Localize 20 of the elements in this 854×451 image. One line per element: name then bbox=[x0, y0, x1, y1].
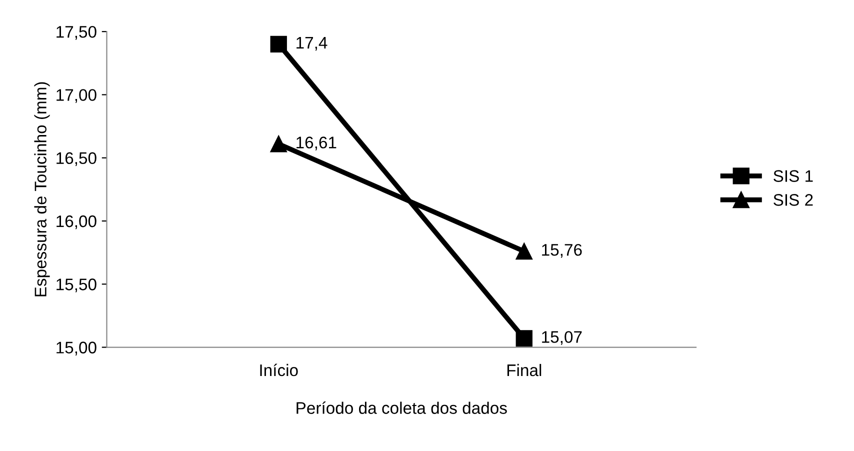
y-tick-label: 15,50 bbox=[56, 278, 96, 292]
y-tick-label: 15,00 bbox=[56, 342, 96, 356]
x-axis-title: Período da coleta dos dados bbox=[296, 402, 507, 414]
x-tick-label: Final bbox=[507, 364, 542, 376]
y-tick-label: 17,50 bbox=[56, 26, 96, 40]
y-tick-label: 16,00 bbox=[56, 215, 96, 230]
y-tick-label: 16,50 bbox=[56, 152, 96, 166]
point bbox=[270, 36, 287, 53]
data-label: 16,61 bbox=[296, 136, 336, 150]
y-axis-title: Espessura de Toucinho (mm) bbox=[34, 82, 50, 296]
point bbox=[516, 330, 532, 347]
x-tick-label: Início bbox=[260, 364, 298, 376]
legend-label: SIS 2 bbox=[774, 194, 813, 206]
y-tick-label: 17,00 bbox=[56, 89, 96, 103]
point bbox=[270, 136, 287, 152]
point bbox=[516, 242, 532, 260]
legend-label: SIS 1 bbox=[774, 170, 813, 182]
data-label: 15,76 bbox=[542, 244, 582, 258]
data-label: 17,4 bbox=[296, 37, 328, 51]
data-label: 15,07 bbox=[542, 331, 582, 345]
